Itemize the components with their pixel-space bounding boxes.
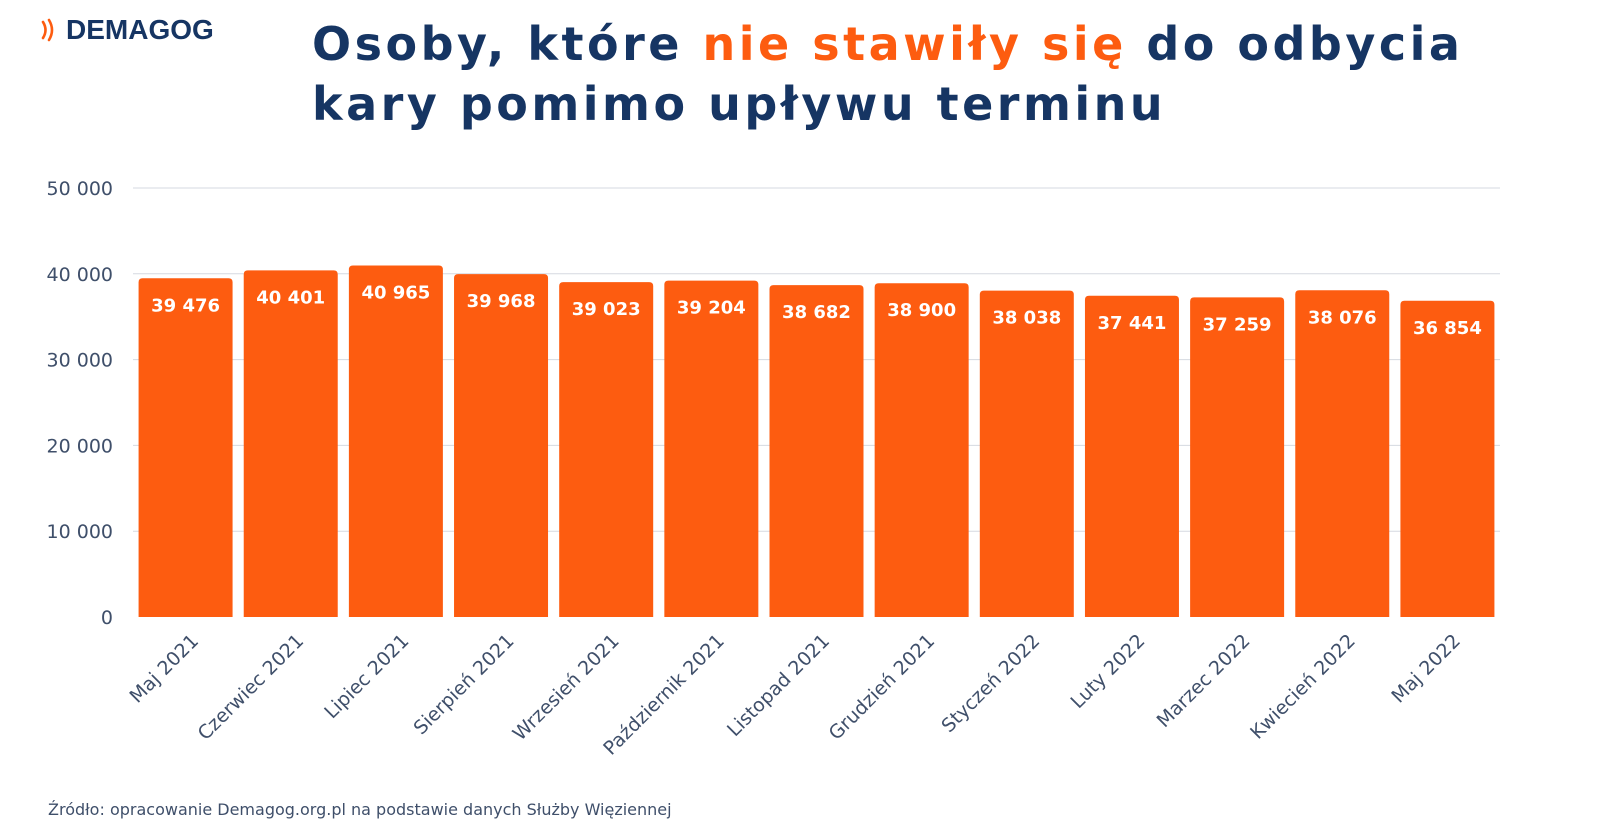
x-tick-label: Czerwiec 2021 [194,630,309,745]
source-note: Źródło: opracowanie Demagog.org.pl na po… [48,800,672,819]
x-tick-label: Maj 2022 [1387,630,1465,708]
x-tick-label: Marzec 2022 [1153,630,1255,732]
logo: DEMAGOG [40,14,214,46]
bar-value-label: 39 204 [677,298,746,319]
x-tick-label: Kwiecień 2022 [1246,630,1360,744]
bar [769,285,864,617]
bar-value-label: 38 038 [992,308,1061,329]
bar [1084,295,1179,617]
title-part2: do odbycia [1126,17,1464,71]
x-tick-label: Sierpień 2021 [409,630,518,739]
title-part1: Osoby, które [312,17,703,71]
x-tick-label: Lipiec 2021 [320,630,413,723]
y-axis-ticks: 0 10 000 20 000 30 000 40 000 50 000 [47,178,113,629]
bar-value-label: 39 023 [572,299,641,320]
y-tick-label: 0 [101,607,113,629]
y-tick-label: 30 000 [47,350,113,372]
bar-value-label: 37 259 [1203,314,1272,335]
bar [1400,300,1495,617]
chart-title: Osoby, które nie stawiły się do odbycia … [312,14,1463,134]
x-tick-label: Wrzesień 2021 [509,630,624,745]
bar [664,280,759,617]
bar-value-label: 40 965 [361,283,430,304]
bar [243,270,338,617]
bar-value-label: 40 401 [256,287,325,308]
bar [138,278,233,617]
bar-value-label: 37 441 [1098,313,1167,334]
bar [1190,297,1285,617]
bar [874,283,969,617]
x-tick-label: Listopad 2021 [723,630,834,741]
bar-value-label: 36 854 [1413,318,1482,339]
bar-value-label: 39 968 [467,291,536,312]
bar-value-label: 38 900 [887,300,956,321]
bar-value-label: 38 076 [1308,307,1377,328]
bar [559,282,654,617]
bar-value-label: 38 682 [782,302,851,323]
bar [454,274,549,617]
x-tick-label: Styczeń 2022 [937,630,1044,737]
bar [348,265,443,617]
bars [138,265,1495,617]
x-tick-label: Grudzień 2021 [825,630,940,745]
signal-waves-icon [41,18,54,42]
title-line2: kary pomimo upływu terminu [312,77,1167,131]
y-tick-label: 40 000 [47,264,113,286]
y-tick-label: 50 000 [47,178,113,200]
bar-value-label: 39 476 [151,295,220,316]
logo-text: DEMAGOG [66,14,214,45]
y-tick-label: 10 000 [47,521,113,543]
bar [1295,290,1390,617]
y-tick-label: 20 000 [47,435,113,457]
title-highlight: nie stawiły się [702,17,1127,71]
x-tick-label: Maj 2021 [126,630,204,708]
bar [979,290,1074,617]
value-labels: 39 476 40 401 40 965 39 968 39 023 39 204 38 6… [151,283,1482,339]
x-tick-label: Luty 2022 [1066,630,1149,713]
